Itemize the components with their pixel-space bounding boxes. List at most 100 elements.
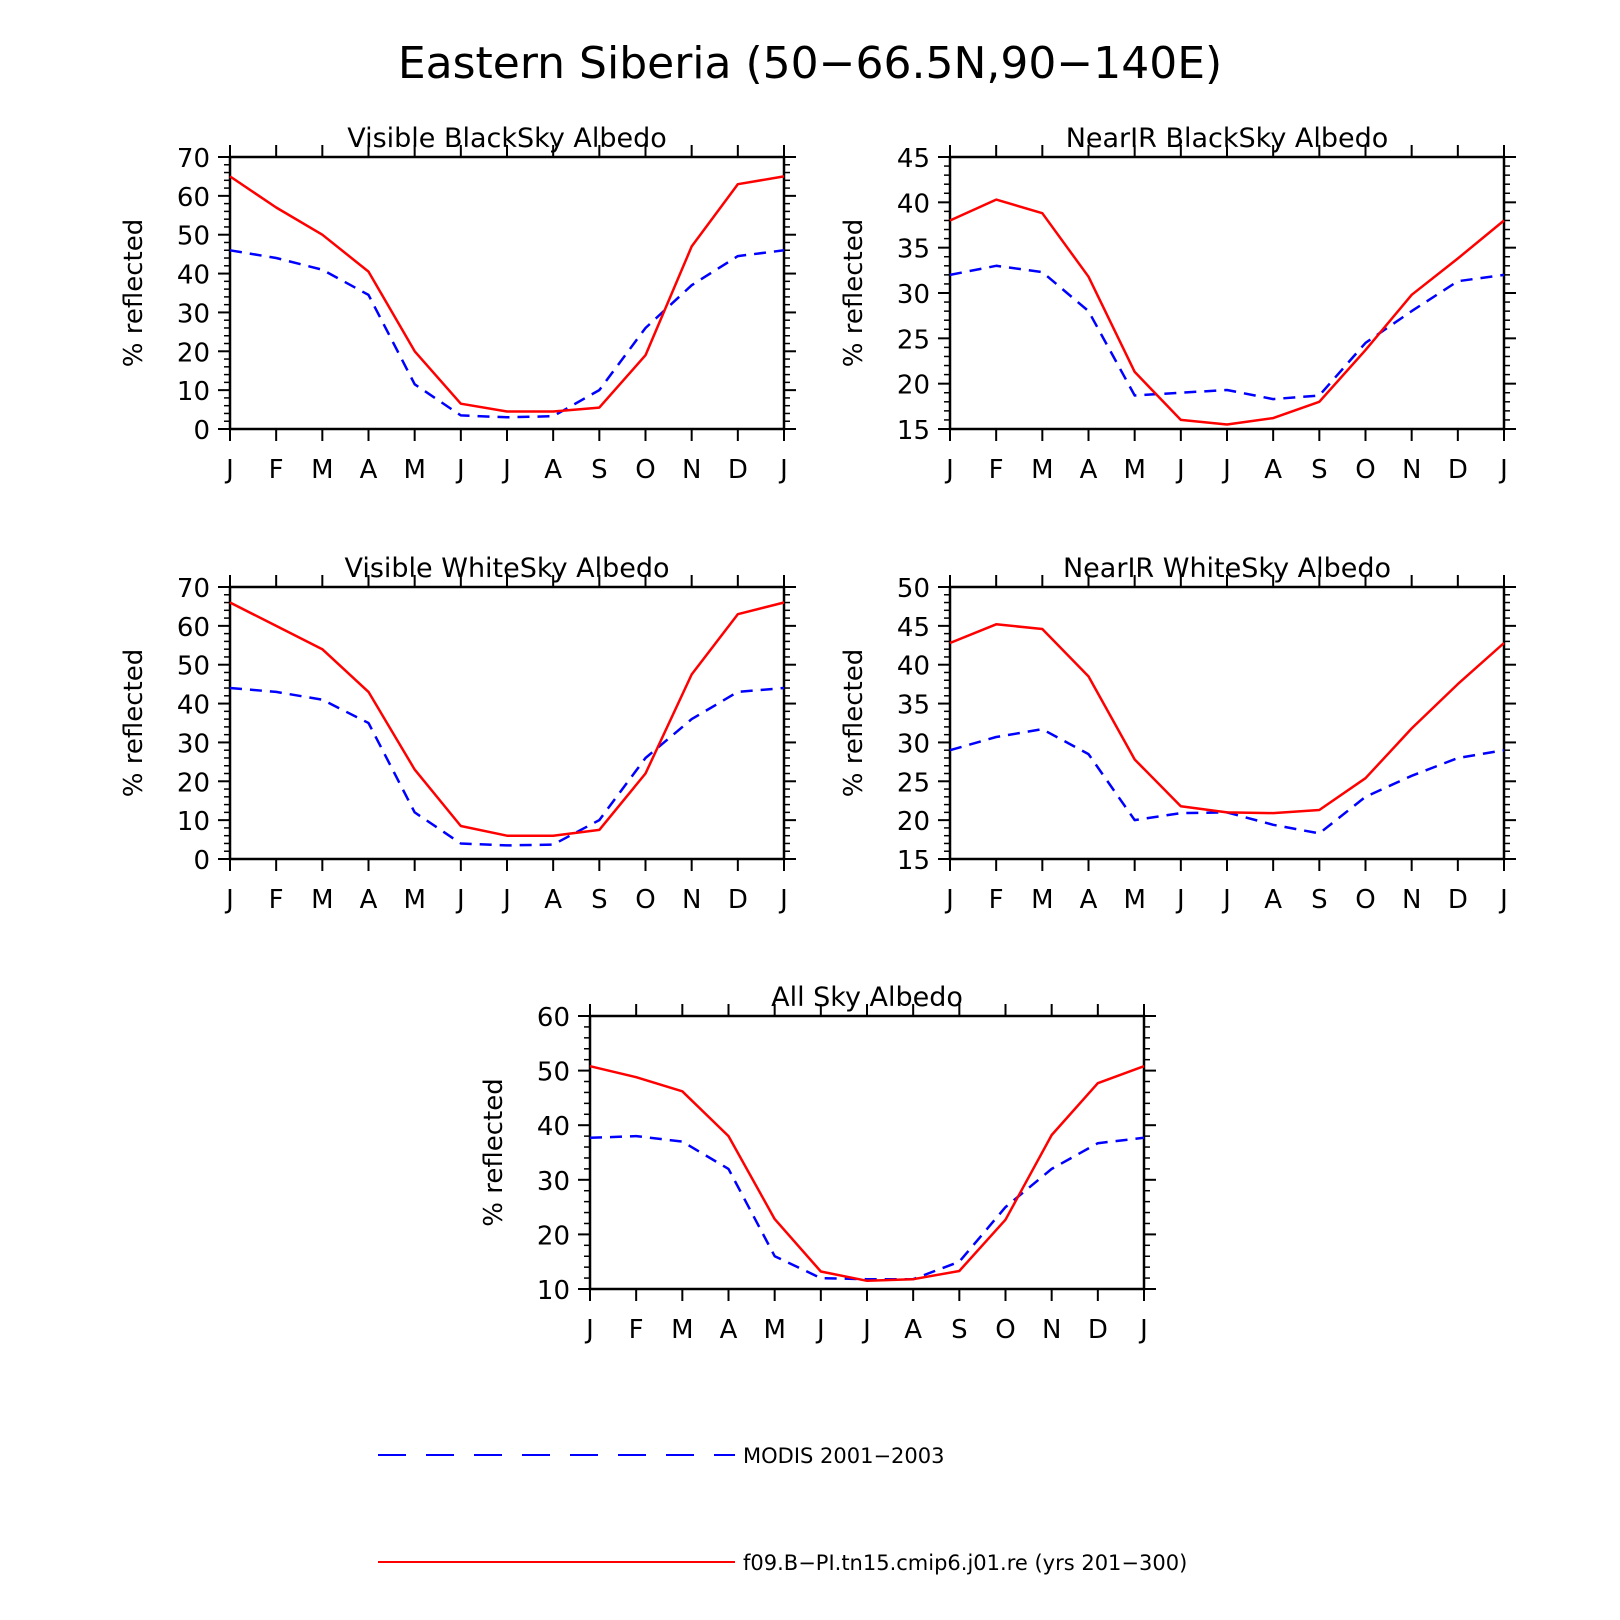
x-tick-label: J bbox=[224, 455, 234, 485]
x-tick-label: D bbox=[1448, 455, 1468, 485]
x-tick-label: M bbox=[1123, 455, 1145, 485]
x-tick-label: A bbox=[544, 455, 562, 485]
y-axis-label: % reflected bbox=[119, 219, 149, 367]
x-tick-label: J bbox=[501, 885, 511, 915]
x-tick-label: J bbox=[778, 455, 788, 485]
x-tick-label: J bbox=[455, 455, 465, 485]
y-axis-label: % reflected bbox=[839, 219, 869, 367]
x-tick-label: J bbox=[944, 885, 954, 915]
y-tick-label: 10 bbox=[537, 1276, 570, 1306]
x-tick-label: J bbox=[1498, 455, 1508, 485]
y-tick-label: 10 bbox=[177, 377, 210, 407]
plot-frame bbox=[228, 585, 786, 861]
series-line-model bbox=[949, 198, 1505, 426]
y-tick-label: 30 bbox=[177, 299, 210, 329]
series-line-modis bbox=[949, 727, 1505, 835]
x-tick-label: S bbox=[1311, 885, 1328, 915]
y-tick-label: 20 bbox=[177, 338, 210, 368]
plot-frame bbox=[948, 155, 1506, 431]
x-tick-label: J bbox=[455, 885, 465, 915]
y-tick-label: 45 bbox=[897, 144, 930, 174]
y-tick-label: 50 bbox=[177, 652, 210, 682]
x-tick-label: F bbox=[989, 455, 1004, 485]
x-tick-label: J bbox=[224, 885, 234, 915]
x-tick-label: D bbox=[1088, 1315, 1108, 1345]
series-line-model bbox=[589, 1064, 1145, 1283]
x-tick-label: A bbox=[904, 1315, 922, 1345]
x-tick-label: D bbox=[1448, 885, 1468, 915]
y-tick-label: 30 bbox=[897, 280, 930, 310]
x-tick-label: J bbox=[944, 455, 954, 485]
figure-title: Eastern Siberia (50−66.5N,90−140E) bbox=[398, 38, 1222, 89]
y-tick-label: 60 bbox=[177, 613, 210, 643]
series-line-modis bbox=[229, 249, 785, 419]
y-tick-label: 40 bbox=[537, 1112, 570, 1142]
x-tick-label: M bbox=[763, 1315, 785, 1345]
x-tick-label: A bbox=[1080, 885, 1098, 915]
y-tick-label: 20 bbox=[177, 768, 210, 798]
x-tick-label: N bbox=[682, 455, 701, 485]
y-tick-label: 10 bbox=[177, 807, 210, 837]
x-tick-label: F bbox=[989, 885, 1004, 915]
series-line-model bbox=[229, 175, 785, 413]
y-tick-label: 35 bbox=[897, 691, 930, 721]
x-tick-label: J bbox=[1138, 1315, 1148, 1345]
x-tick-label: N bbox=[1402, 455, 1421, 485]
x-tick-label: D bbox=[728, 885, 748, 915]
x-tick-label: S bbox=[591, 885, 608, 915]
x-tick-label: J bbox=[861, 1315, 871, 1345]
x-tick-label: J bbox=[1498, 885, 1508, 915]
x-tick-label: M bbox=[671, 1315, 693, 1345]
y-tick-label: 50 bbox=[177, 222, 210, 252]
y-axis-label: % reflected bbox=[119, 649, 149, 797]
x-tick-label: S bbox=[1311, 455, 1328, 485]
y-tick-label: 30 bbox=[537, 1167, 570, 1197]
x-tick-label: A bbox=[360, 455, 378, 485]
x-tick-label: F bbox=[629, 1315, 644, 1345]
x-tick-label: N bbox=[1042, 1315, 1061, 1345]
x-tick-label: O bbox=[635, 885, 655, 915]
y-tick-label: 0 bbox=[193, 846, 210, 876]
x-tick-label: O bbox=[995, 1315, 1015, 1345]
x-tick-label: J bbox=[778, 885, 788, 915]
series-line-model bbox=[949, 623, 1505, 815]
series-line-modis bbox=[949, 264, 1505, 401]
x-tick-label: F bbox=[269, 885, 284, 915]
y-axis-label: % reflected bbox=[479, 1078, 509, 1226]
x-tick-label: A bbox=[1080, 455, 1098, 485]
legend: MODIS 2001−2003 f09.B−PI.tn15.cmip6.j01.… bbox=[378, 1444, 1187, 1575]
y-tick-label: 70 bbox=[177, 144, 210, 174]
y-tick-label: 20 bbox=[897, 371, 930, 401]
series-line-modis bbox=[229, 686, 785, 847]
x-tick-label: J bbox=[1175, 455, 1185, 485]
y-tick-label: 30 bbox=[897, 729, 930, 759]
y-tick-label: 30 bbox=[177, 729, 210, 759]
x-tick-label: J bbox=[1221, 885, 1231, 915]
plot-frame bbox=[228, 155, 786, 431]
x-tick-label: M bbox=[311, 455, 333, 485]
x-tick-label: A bbox=[1264, 455, 1282, 485]
x-tick-label: J bbox=[584, 1315, 594, 1345]
x-tick-label: M bbox=[1031, 885, 1053, 915]
y-tick-label: 40 bbox=[177, 261, 210, 291]
series-line-model bbox=[229, 601, 785, 837]
x-tick-label: M bbox=[1123, 885, 1145, 915]
y-axis-label: % reflected bbox=[839, 649, 869, 797]
x-tick-label: O bbox=[1355, 885, 1375, 915]
y-tick-label: 40 bbox=[177, 691, 210, 721]
x-tick-label: O bbox=[635, 455, 655, 485]
y-tick-label: 25 bbox=[897, 768, 930, 798]
x-tick-label: D bbox=[728, 455, 748, 485]
x-tick-label: A bbox=[360, 885, 378, 915]
y-tick-label: 60 bbox=[177, 183, 210, 213]
x-tick-label: J bbox=[815, 1315, 825, 1345]
x-tick-label: M bbox=[403, 455, 425, 485]
series-line-modis bbox=[589, 1134, 1145, 1281]
x-tick-label: A bbox=[720, 1315, 738, 1345]
y-tick-label: 35 bbox=[897, 235, 930, 265]
y-tick-label: 15 bbox=[897, 846, 930, 876]
